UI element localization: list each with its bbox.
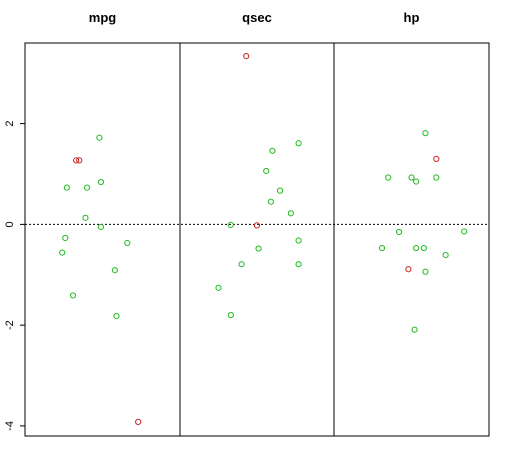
data-point-mpg xyxy=(82,214,89,221)
data-point-hp xyxy=(442,252,449,259)
y-tick-label: 2 xyxy=(4,121,16,127)
data-point-hp xyxy=(385,174,392,181)
data-point-hp xyxy=(396,228,403,236)
data-point-qsec xyxy=(227,311,234,319)
y-tick-label: 0 xyxy=(4,221,16,227)
data-point-mpg xyxy=(83,184,91,191)
data-point-mpg xyxy=(96,134,103,141)
outlier-point-hp xyxy=(433,155,440,162)
data-point-qsec xyxy=(215,284,222,291)
data-point-mpg xyxy=(97,178,105,186)
y-tick-label: -4 xyxy=(4,421,16,431)
data-point-hp xyxy=(422,268,429,275)
data-point-hp xyxy=(422,130,429,137)
panel-title-hp: hp xyxy=(404,10,420,25)
data-point-mpg xyxy=(124,239,131,247)
panel-title-qsec: qsec xyxy=(242,10,272,25)
data-point-hp xyxy=(408,174,415,181)
data-point-mpg xyxy=(59,249,66,256)
y-tick-label: -2 xyxy=(4,320,16,330)
data-point-hp xyxy=(461,228,468,235)
data-point-hp xyxy=(413,244,420,252)
data-point-qsec xyxy=(263,167,270,175)
outlier-point-mpg xyxy=(73,157,80,164)
outlier-point-mpg xyxy=(135,418,142,425)
outlier-point-mpg xyxy=(76,157,83,164)
data-point-mpg xyxy=(62,234,69,242)
outer-frame xyxy=(24,42,490,437)
data-point-qsec xyxy=(269,147,276,154)
data-point-qsec xyxy=(295,261,302,268)
panel-title-mpg: mpg xyxy=(89,10,117,25)
data-point-qsec xyxy=(295,140,302,147)
data-point-hp xyxy=(413,178,420,185)
data-point-mpg xyxy=(97,223,105,231)
data-point-qsec xyxy=(227,221,234,228)
data-point-qsec xyxy=(267,198,274,205)
y-axis: 2 0 -2 -4 xyxy=(4,121,25,431)
data-point-mpg xyxy=(69,292,77,299)
data-point-qsec xyxy=(255,245,262,252)
data-point-hp xyxy=(411,326,418,333)
panel-titles: mpg qsec hp xyxy=(89,10,420,25)
data-point-qsec xyxy=(238,261,245,268)
data-points xyxy=(59,53,468,425)
data-point-qsec xyxy=(277,187,284,194)
data-point-mpg xyxy=(113,312,120,320)
outlier-point-qsec xyxy=(253,222,261,229)
data-point-mpg xyxy=(111,267,119,274)
plot-frame xyxy=(24,42,490,437)
data-point-qsec xyxy=(295,237,302,244)
data-point-mpg xyxy=(63,184,70,191)
data-point-hp xyxy=(420,244,427,252)
outlier-point-hp xyxy=(405,266,412,273)
data-point-hp xyxy=(433,174,440,181)
data-point-qsec xyxy=(287,210,294,217)
data-point-hp xyxy=(378,244,386,252)
outlier-point-qsec xyxy=(243,53,250,60)
